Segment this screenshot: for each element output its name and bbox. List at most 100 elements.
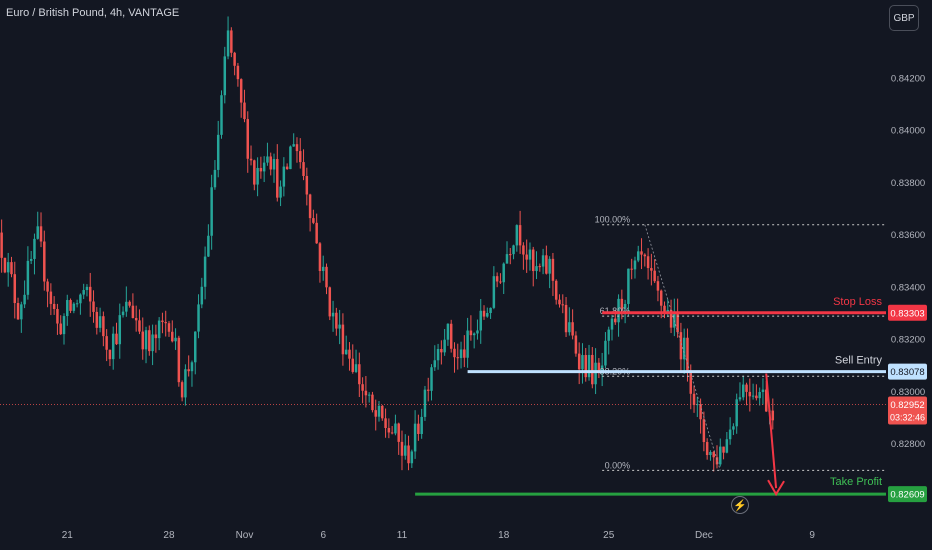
candle-body [430, 367, 433, 391]
candle-body [118, 315, 122, 345]
x-tick-label: Dec [695, 530, 713, 541]
candle-body [46, 281, 49, 292]
candle-body [574, 335, 578, 354]
candle-body [489, 307, 492, 314]
candle-body [335, 312, 338, 329]
candle-body [637, 251, 640, 261]
candle-body [236, 65, 240, 80]
stop-loss-price: 0.83303 [890, 308, 924, 319]
candle-body [699, 404, 702, 420]
candle-body [253, 160, 256, 185]
x-tick-label: 6 [320, 530, 326, 541]
candle-body [581, 355, 584, 370]
candle-body [269, 156, 272, 170]
candle-body [374, 410, 377, 417]
candle-body [292, 144, 295, 147]
sell-arrow-line [765, 373, 778, 489]
candle-body [387, 428, 391, 433]
candle-body [102, 316, 105, 337]
sell-entry-label: Sell Entry [835, 355, 883, 367]
candle-body [492, 276, 496, 308]
candle-body [154, 334, 158, 339]
candle-body [755, 395, 758, 399]
candle-body [623, 303, 627, 309]
candle-body [479, 310, 482, 331]
candle-body [203, 256, 207, 287]
candle-body [436, 348, 440, 361]
candle-body [715, 457, 719, 465]
candle-body [177, 337, 181, 383]
candle-body [732, 426, 735, 430]
candle-body [607, 329, 610, 341]
candle-body [472, 333, 476, 336]
countdown-timer: 03:32:46 [890, 413, 925, 423]
candle-body [469, 330, 473, 336]
candle-body [535, 266, 538, 272]
candle-body [85, 286, 89, 291]
candle-body [558, 299, 561, 305]
candle-body [400, 441, 404, 456]
candle-body [88, 286, 92, 302]
candle-body [213, 169, 217, 188]
candle-body [617, 298, 620, 323]
candle-body [43, 241, 46, 282]
candle-body [453, 348, 456, 358]
candle-body [246, 119, 249, 159]
candle-body [315, 222, 318, 244]
candle-body [692, 393, 696, 406]
candle-body [111, 333, 115, 360]
candle-body [568, 322, 571, 333]
candle-body [354, 364, 358, 372]
chart-title: Euro / British Pound, 4h, VANTAGE [6, 7, 180, 19]
candle-body [509, 254, 512, 256]
candle-body [446, 323, 450, 340]
candle-body [459, 349, 463, 359]
x-tick-label: 25 [603, 530, 615, 541]
candle-body [276, 159, 279, 198]
candle-body [512, 245, 515, 255]
candle-body [239, 79, 243, 103]
x-tick-label: 9 [809, 530, 815, 541]
candle-body [722, 446, 725, 453]
candle-body [344, 349, 348, 355]
candle-body [502, 263, 505, 283]
candle-body [449, 323, 453, 349]
candle-body [20, 304, 23, 320]
y-tick-label: 0.83200 [891, 335, 925, 346]
candle-body [295, 144, 299, 152]
candle-body [308, 194, 312, 219]
candle-body [417, 423, 420, 435]
candle-body [433, 360, 437, 368]
candle-body [587, 354, 591, 378]
candle-body [630, 268, 633, 270]
candle-body [682, 337, 686, 360]
currency-button[interactable]: GBP [889, 5, 919, 31]
price-axis: 0.84200 0.84000 0.83800 0.83600 0.83400 0.832… [891, 73, 925, 450]
take-profit-badge [888, 486, 927, 503]
x-tick-label: 28 [163, 530, 175, 541]
candle-body [197, 304, 200, 332]
candle-body [518, 225, 522, 246]
candle-body [200, 286, 204, 305]
candle-body [13, 274, 17, 304]
candle-body [312, 218, 315, 223]
candle-body [151, 334, 154, 352]
candle-body [495, 276, 499, 282]
candle-body [285, 166, 289, 170]
candle-body [499, 281, 502, 283]
candle-body [564, 304, 568, 333]
candle-body [0, 232, 3, 258]
candle-body [689, 371, 692, 394]
candle-body [190, 362, 194, 372]
candle-body [758, 392, 761, 399]
candle-body [420, 416, 423, 435]
candle-body [394, 423, 397, 434]
last-price-badge [888, 396, 927, 425]
candle-body [745, 384, 748, 392]
candle-body [79, 294, 82, 304]
candle-body [571, 322, 574, 336]
lightning-icon[interactable]: ⚡ [731, 496, 749, 514]
candle-body [748, 391, 752, 397]
candle-body [646, 256, 650, 269]
